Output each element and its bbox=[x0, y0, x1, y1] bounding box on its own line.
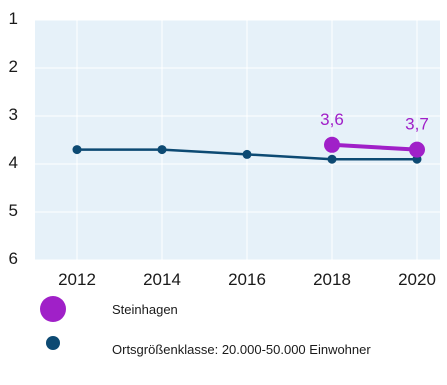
data-labels: 3,6 3,7 bbox=[320, 110, 429, 134]
data-point-ortsgroessenklasse bbox=[327, 154, 337, 164]
data-point-ortsgroessenklasse bbox=[157, 145, 167, 155]
x-tick-label: 2012 bbox=[58, 270, 96, 289]
legend-label-ortsgroessenklasse: Ortsgrößenklasse: 20.000-50.000 Einwohne… bbox=[112, 342, 371, 357]
data-label-steinhagen: 3,6 bbox=[320, 110, 344, 129]
legend-label-steinhagen: Steinhagen bbox=[112, 302, 178, 317]
y-tick-label: 6 bbox=[9, 249, 18, 268]
plot-area bbox=[35, 20, 440, 260]
data-point-ortsgroessenklasse bbox=[242, 149, 252, 159]
legend-marker-ortsgroessenklasse bbox=[46, 336, 60, 350]
series-lines bbox=[72, 136, 425, 164]
legend-marker-steinhagen bbox=[40, 296, 66, 322]
x-tick-label: 2014 bbox=[143, 270, 181, 289]
y-tick-label: 4 bbox=[9, 153, 18, 172]
y-axis-ticks: 1 2 3 4 5 6 bbox=[9, 9, 18, 268]
data-point-steinhagen bbox=[324, 136, 340, 153]
x-tick-label: 2016 bbox=[228, 270, 266, 289]
series-line-steinhagen bbox=[331, 142, 418, 152]
data-point-steinhagen bbox=[409, 141, 425, 158]
y-tick-label: 2 bbox=[9, 57, 18, 76]
data-point-ortsgroessenklasse bbox=[72, 145, 82, 155]
x-axis-ticks: 2012 2014 2016 2018 2020 bbox=[58, 270, 436, 289]
y-tick-label: 1 bbox=[9, 9, 18, 28]
data-label-steinhagen: 3,7 bbox=[405, 115, 429, 134]
y-tick-label: 5 bbox=[9, 201, 18, 220]
grid-lines bbox=[35, 19, 440, 261]
x-tick-label: 2018 bbox=[313, 270, 351, 289]
x-tick-label: 2020 bbox=[398, 270, 436, 289]
y-tick-label: 3 bbox=[9, 105, 18, 124]
